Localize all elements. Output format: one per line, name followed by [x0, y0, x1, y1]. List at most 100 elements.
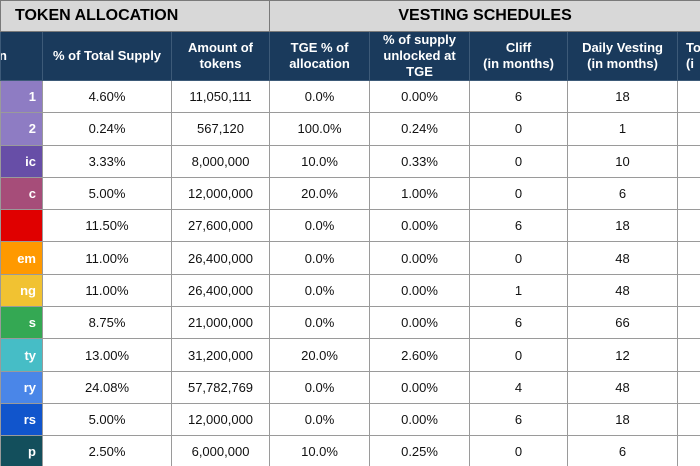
cell-total[interactable]	[677, 370, 700, 404]
cell-tge-pct[interactable]: 20.0%	[269, 338, 371, 372]
cell-category[interactable]: c	[0, 176, 43, 211]
cell-cliff[interactable]: 6	[469, 402, 569, 437]
cell-pct-total-supply[interactable]: 5.00%	[42, 402, 172, 437]
cell-amount[interactable]: 31,200,000	[170, 338, 271, 372]
cell-tge-pct[interactable]: 0.0%	[269, 370, 371, 404]
cell-tge-pct[interactable]: 10.0%	[269, 144, 371, 178]
cell-pct-total-supply[interactable]: 2.50%	[42, 435, 172, 466]
cell-daily-vesting[interactable]: 6	[567, 435, 679, 466]
cell-unlocked-at-tge[interactable]: 0.00%	[369, 241, 471, 275]
cell-unlocked-at-tge[interactable]: 0.00%	[369, 79, 471, 114]
cell-total[interactable]	[677, 306, 700, 340]
cell-cliff[interactable]: 4	[469, 370, 569, 404]
cell-total[interactable]	[677, 435, 700, 466]
cell-cliff[interactable]: 0	[469, 338, 569, 372]
cell-unlocked-at-tge[interactable]: 0.00%	[369, 402, 471, 437]
cell-cliff[interactable]: 6	[469, 209, 569, 243]
cell-unlocked-at-tge[interactable]: 0.00%	[369, 370, 471, 404]
cell-amount[interactable]: 8,000,000	[170, 144, 271, 178]
cell-daily-vesting[interactable]: 18	[567, 209, 679, 243]
cell-pct-total-supply[interactable]: 13.00%	[42, 338, 172, 372]
cell-cliff[interactable]: 0	[469, 144, 569, 178]
cell-unlocked-at-tge[interactable]: 2.60%	[369, 338, 471, 372]
cell-unlocked-at-tge[interactable]: 0.00%	[369, 273, 471, 308]
cell-amount[interactable]: 26,400,000	[170, 273, 271, 308]
cell-total[interactable]	[677, 112, 700, 146]
cell-pct-total-supply[interactable]: 8.75%	[42, 306, 172, 340]
cell-daily-vesting[interactable]: 12	[567, 338, 679, 372]
cell-unlocked-at-tge[interactable]: 0.25%	[369, 435, 471, 466]
cell-daily-vesting[interactable]: 18	[567, 79, 679, 114]
cell-cliff[interactable]: 6	[469, 79, 569, 114]
col-header-tge-pct: TGE % of allocation	[269, 31, 371, 81]
cell-tge-pct[interactable]: 0.0%	[269, 241, 371, 275]
cell-cliff[interactable]: 0	[469, 241, 569, 275]
cell-tge-pct[interactable]: 0.0%	[269, 209, 371, 243]
cell-daily-vesting[interactable]: 48	[567, 370, 679, 404]
cell-pct-total-supply[interactable]: 5.00%	[42, 176, 172, 211]
cell-pct-total-supply[interactable]: 3.33%	[42, 144, 172, 178]
cell-category[interactable]: 1	[0, 79, 43, 114]
cell-amount[interactable]: 26,400,000	[170, 241, 271, 275]
cell-total[interactable]	[677, 176, 700, 211]
cell-total[interactable]	[677, 338, 700, 372]
cell-pct-total-supply[interactable]: 11.00%	[42, 241, 172, 275]
cell-daily-vesting[interactable]: 18	[567, 402, 679, 437]
cell-amount[interactable]: 57,782,769	[170, 370, 271, 404]
cell-total[interactable]	[677, 273, 700, 308]
cell-cliff[interactable]: 6	[469, 306, 569, 340]
cell-tge-pct[interactable]: 0.0%	[269, 306, 371, 340]
cell-pct-total-supply[interactable]: 11.50%	[42, 209, 172, 243]
cell-category[interactable]: p	[0, 435, 43, 466]
cell-category[interactable]: 2	[0, 112, 43, 146]
cell-cliff[interactable]: 0	[469, 176, 569, 211]
cell-tge-pct[interactable]: 100.0%	[269, 112, 371, 146]
cell-amount[interactable]: 21,000,000	[170, 306, 271, 340]
cell-category[interactable]: rs	[0, 402, 43, 437]
table-row: c 5.00% 12,000,000 20.0% 1.00% 0 6	[0, 176, 700, 211]
cell-amount[interactable]: 11,050,111	[170, 79, 271, 114]
cell-cliff[interactable]: 0	[469, 435, 569, 466]
cell-daily-vesting[interactable]: 48	[567, 273, 679, 308]
cell-category[interactable]: s	[0, 306, 43, 340]
cell-unlocked-at-tge[interactable]: 0.00%	[369, 306, 471, 340]
cell-unlocked-at-tge[interactable]: 0.33%	[369, 144, 471, 178]
cell-total[interactable]	[677, 144, 700, 178]
col-header-category: on	[0, 31, 43, 81]
cell-pct-total-supply[interactable]: 11.00%	[42, 273, 172, 308]
cell-pct-total-supply[interactable]: 24.08%	[42, 370, 172, 404]
cell-daily-vesting[interactable]: 48	[567, 241, 679, 275]
cell-cliff[interactable]: 1	[469, 273, 569, 308]
cell-pct-total-supply[interactable]: 0.24%	[42, 112, 172, 146]
cell-unlocked-at-tge[interactable]: 0.00%	[369, 209, 471, 243]
cell-category[interactable]: em	[0, 241, 43, 275]
cell-amount[interactable]: 27,600,000	[170, 209, 271, 243]
cell-total[interactable]	[677, 402, 700, 437]
cell-unlocked-at-tge[interactable]: 0.24%	[369, 112, 471, 146]
cell-amount[interactable]: 12,000,000	[170, 402, 271, 437]
cell-amount[interactable]: 12,000,000	[170, 176, 271, 211]
cell-daily-vesting[interactable]: 6	[567, 176, 679, 211]
cell-pct-total-supply[interactable]: 4.60%	[42, 79, 172, 114]
cell-total[interactable]	[677, 79, 700, 114]
cell-tge-pct[interactable]: 0.0%	[269, 273, 371, 308]
cell-category[interactable]	[0, 209, 43, 243]
cell-category[interactable]: ic	[0, 144, 43, 178]
cell-amount[interactable]: 567,120	[170, 112, 271, 146]
cell-amount[interactable]: 6,000,000	[170, 435, 271, 466]
cell-cliff[interactable]: 0	[469, 112, 569, 146]
cell-tge-pct[interactable]: 20.0%	[269, 176, 371, 211]
section-token-allocation: TOKEN ALLOCATION	[0, 0, 271, 32]
cell-total[interactable]	[677, 241, 700, 275]
cell-tge-pct[interactable]: 0.0%	[269, 79, 371, 114]
cell-total[interactable]	[677, 209, 700, 243]
cell-category[interactable]: ng	[0, 273, 43, 308]
cell-tge-pct[interactable]: 10.0%	[269, 435, 371, 466]
cell-category[interactable]: ry	[0, 370, 43, 404]
cell-unlocked-at-tge[interactable]: 1.00%	[369, 176, 471, 211]
cell-category[interactable]: ty	[0, 338, 43, 372]
cell-daily-vesting[interactable]: 66	[567, 306, 679, 340]
cell-daily-vesting[interactable]: 1	[567, 112, 679, 146]
cell-daily-vesting[interactable]: 10	[567, 144, 679, 178]
cell-tge-pct[interactable]: 0.0%	[269, 402, 371, 437]
